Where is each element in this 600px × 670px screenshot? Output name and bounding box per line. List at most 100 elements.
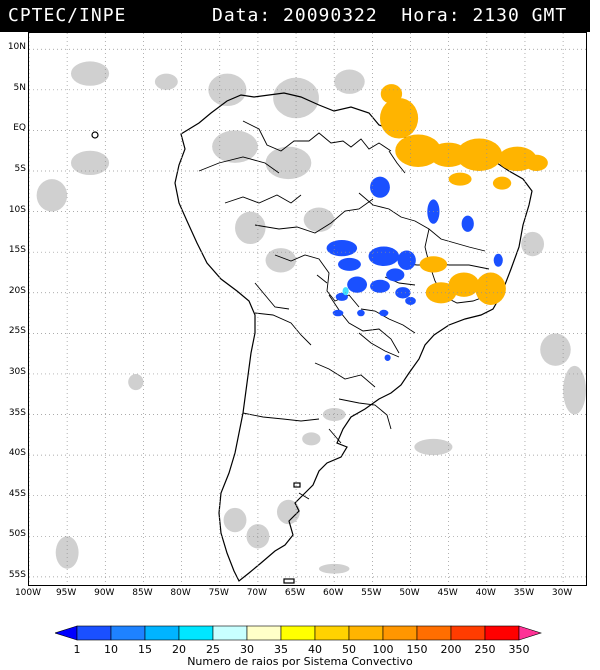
map-canvas — [29, 33, 586, 585]
colorbar-label: 1 — [73, 643, 81, 656]
convective-system — [475, 272, 506, 305]
colorbar-label: 50 — [342, 643, 356, 656]
map-panel — [28, 32, 587, 586]
colorbar-label: 35 — [274, 643, 288, 656]
convective-system — [448, 272, 480, 297]
legend-colorbar — [55, 625, 542, 641]
lat-tick-label: EQ — [13, 123, 26, 134]
colorbar-label: 40 — [308, 643, 322, 656]
convective-system — [370, 176, 390, 198]
cloud-layer — [36, 61, 586, 574]
cloud-patch — [318, 563, 350, 574]
cloud-patch — [540, 333, 571, 366]
convective-system — [492, 176, 512, 190]
lat-tick-label: 20S — [8, 285, 26, 296]
colorbar-segment — [382, 625, 418, 641]
cloud-patch — [70, 150, 110, 176]
lat-tick-label: 30S — [8, 366, 26, 377]
cloud-patch — [521, 231, 545, 257]
lon-tick-label: 30W — [551, 588, 573, 598]
cloud-patch — [154, 73, 178, 90]
lat-tick-label: 15S — [8, 245, 26, 256]
cloud-patch — [208, 73, 247, 107]
colorbar-label: 150 — [406, 643, 428, 656]
lat-tick-label: 40S — [8, 448, 26, 459]
time-label: Hora: — [401, 5, 461, 26]
lat-tick-label: 10N — [7, 42, 26, 53]
cloud-patch — [128, 373, 144, 391]
convective-system — [384, 354, 391, 361]
lat-tick-label: 5N — [13, 82, 26, 93]
convective-system — [370, 279, 390, 293]
lat-tick-label: 45S — [8, 488, 26, 499]
date-value: 20090322 — [283, 5, 378, 26]
convective-systems-layer — [326, 84, 548, 361]
cloud-patch — [70, 61, 110, 86]
colorbar-segment — [246, 625, 282, 641]
datetime-label: Data: 20090322 Hora: 2130 GMT — [212, 5, 567, 26]
island — [283, 578, 295, 584]
lon-tick-label: 75W — [208, 588, 229, 598]
colorbar-label: 30 — [240, 643, 254, 656]
cloud-patch — [265, 146, 312, 180]
date-label: Data: — [212, 5, 272, 26]
convective-system — [395, 287, 411, 299]
colorbar-label: 100 — [372, 643, 394, 656]
colorbar-segment — [144, 625, 180, 641]
convective-system — [357, 309, 365, 317]
lat-tick-label: 35S — [8, 407, 26, 418]
lat-tick-label: 25S — [8, 326, 26, 337]
source-label: CPTEC/INPE — [8, 5, 127, 26]
colorbar-label: 15 — [138, 643, 152, 656]
convective-system — [332, 309, 344, 317]
lat-tick-label: 50S — [8, 529, 26, 540]
convective-system — [493, 253, 503, 267]
lon-tick-label: 40W — [475, 588, 496, 598]
colorbar-segment — [110, 625, 146, 641]
lon-tick-label: 70W — [246, 588, 268, 598]
convective-system — [379, 309, 389, 317]
convective-system — [461, 215, 474, 232]
lon-tick-label: 85W — [132, 588, 153, 598]
lat-tick-label: 55S — [8, 569, 26, 580]
lon-tick-label: 55W — [361, 588, 382, 598]
map-header: CPTEC/INPE Data: 20090322 Hora: 2130 GMT — [0, 0, 590, 32]
lon-tick-label: 45W — [437, 588, 458, 598]
convective-system — [395, 134, 442, 167]
colorbar-segment — [212, 625, 248, 641]
colorbar-segment — [178, 625, 214, 641]
cloud-patch — [334, 69, 365, 94]
cloud-patch — [563, 365, 586, 415]
lon-tick-label: 100W — [14, 588, 42, 598]
lon-tick-label: 65W — [284, 588, 306, 598]
colorbar-segment — [450, 625, 486, 641]
convective-system — [338, 257, 361, 271]
colorbar-label: 250 — [474, 643, 496, 656]
cloud-patch — [36, 179, 68, 212]
convective-system — [405, 296, 416, 305]
lat-tick-label: 10S — [8, 204, 26, 215]
lon-tick-label: 95W — [55, 588, 77, 598]
cloud-patch — [55, 536, 79, 569]
cloud-patch — [223, 507, 247, 533]
colorbar-segment — [280, 625, 316, 641]
convective-system — [524, 154, 548, 171]
grid-layer — [29, 33, 586, 585]
lon-tick-label: 50W — [399, 588, 420, 598]
colorbar-segment — [76, 625, 112, 641]
island — [91, 131, 99, 139]
colorbar-label: 350 — [508, 643, 530, 656]
convective-system — [347, 276, 368, 293]
colorbar-segment — [518, 625, 542, 641]
colorbar-segment — [348, 625, 384, 641]
colorbar-label: 200 — [440, 643, 462, 656]
convective-system — [368, 246, 400, 266]
convective-system — [342, 287, 349, 296]
cloud-patch — [235, 211, 266, 245]
timezone-label: GMT — [531, 5, 568, 26]
convective-system — [326, 240, 358, 257]
colorbar-label: 10 — [104, 643, 118, 656]
colorbar-segment — [416, 625, 452, 641]
cloud-patch — [276, 499, 300, 525]
colorbar-segment — [484, 625, 520, 641]
